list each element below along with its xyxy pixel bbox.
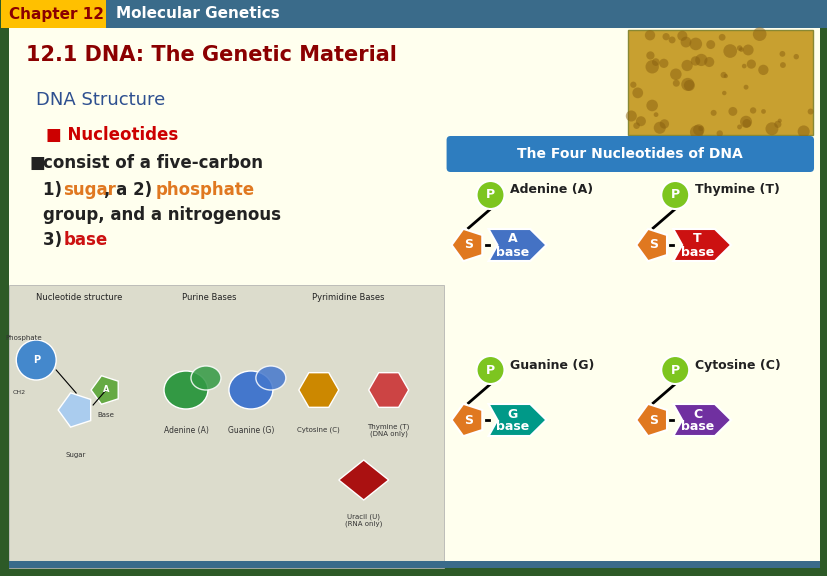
- Circle shape: [736, 124, 741, 130]
- Circle shape: [646, 51, 654, 59]
- Text: G: G: [507, 407, 518, 420]
- Circle shape: [758, 65, 767, 75]
- Text: P: P: [485, 188, 495, 202]
- Text: Guanine (G): Guanine (G): [227, 426, 274, 434]
- Circle shape: [632, 88, 643, 98]
- Text: Purine Bases: Purine Bases: [181, 294, 236, 302]
- Ellipse shape: [228, 371, 273, 409]
- Polygon shape: [488, 229, 546, 261]
- Polygon shape: [635, 404, 667, 436]
- Text: P: P: [485, 363, 495, 377]
- Circle shape: [692, 124, 704, 135]
- Text: sugar: sugar: [63, 181, 116, 199]
- Circle shape: [796, 126, 809, 138]
- Text: Phosphate: Phosphate: [5, 335, 41, 341]
- Text: Guanine (G): Guanine (G): [510, 358, 594, 372]
- Text: base: base: [495, 420, 528, 434]
- FancyBboxPatch shape: [9, 28, 819, 568]
- Circle shape: [715, 130, 722, 137]
- Circle shape: [741, 64, 746, 69]
- Polygon shape: [91, 376, 118, 404]
- Circle shape: [658, 59, 667, 68]
- Circle shape: [681, 78, 693, 91]
- Text: S: S: [463, 238, 472, 252]
- Circle shape: [476, 356, 504, 384]
- Circle shape: [752, 27, 766, 41]
- Text: Thymine (T): Thymine (T): [695, 184, 779, 196]
- Polygon shape: [368, 373, 409, 407]
- Text: The Four Nucleotides of DNA: The Four Nucleotides of DNA: [517, 147, 743, 161]
- Circle shape: [746, 59, 755, 69]
- Circle shape: [661, 356, 688, 384]
- Circle shape: [645, 60, 658, 74]
- Text: consist of a five-carbon: consist of a five-carbon: [43, 154, 263, 172]
- Circle shape: [742, 44, 753, 55]
- Polygon shape: [338, 460, 388, 500]
- Circle shape: [644, 30, 654, 40]
- Text: Thymine (T)
(DNA only): Thymine (T) (DNA only): [367, 423, 409, 437]
- Circle shape: [17, 340, 56, 380]
- Text: base: base: [495, 245, 528, 259]
- Text: Adenine (A): Adenine (A): [510, 184, 593, 196]
- Text: Adenine (A): Adenine (A): [164, 426, 208, 434]
- Text: ■: ■: [29, 154, 45, 172]
- Circle shape: [629, 82, 636, 88]
- Circle shape: [764, 122, 777, 135]
- Circle shape: [778, 51, 784, 57]
- Circle shape: [749, 107, 755, 113]
- Polygon shape: [451, 404, 481, 436]
- FancyBboxPatch shape: [2, 0, 106, 28]
- Text: phosphate: phosphate: [155, 181, 255, 199]
- Circle shape: [739, 47, 743, 52]
- Text: A: A: [103, 385, 109, 395]
- Circle shape: [653, 112, 657, 117]
- Circle shape: [683, 80, 694, 91]
- Text: 3): 3): [43, 231, 68, 249]
- Circle shape: [723, 74, 727, 78]
- Text: ■ Nucleotides: ■ Nucleotides: [46, 126, 179, 144]
- Text: P: P: [670, 363, 679, 377]
- Text: DNA Structure: DNA Structure: [36, 91, 165, 109]
- Circle shape: [718, 34, 724, 41]
- Circle shape: [721, 91, 725, 95]
- Text: P: P: [670, 188, 679, 202]
- Circle shape: [646, 100, 657, 111]
- Text: Pyrimidine Bases: Pyrimidine Bases: [312, 294, 385, 302]
- Text: Nucleotide structure: Nucleotide structure: [36, 294, 122, 302]
- Text: , a 2): , a 2): [104, 181, 158, 199]
- Circle shape: [703, 57, 714, 67]
- FancyBboxPatch shape: [628, 30, 812, 135]
- Circle shape: [739, 116, 751, 128]
- Circle shape: [773, 121, 781, 128]
- Circle shape: [742, 119, 750, 128]
- Text: C: C: [692, 407, 701, 420]
- Polygon shape: [451, 229, 481, 261]
- Ellipse shape: [191, 366, 221, 390]
- Text: base: base: [680, 245, 714, 259]
- Circle shape: [676, 31, 686, 41]
- Circle shape: [777, 119, 781, 123]
- Ellipse shape: [164, 371, 208, 409]
- Text: Molecular Genetics: Molecular Genetics: [116, 6, 280, 21]
- Circle shape: [689, 37, 701, 50]
- Circle shape: [710, 110, 715, 116]
- Text: Uracil (U)
(RNA only): Uracil (U) (RNA only): [345, 513, 382, 527]
- Circle shape: [743, 85, 748, 90]
- Text: T: T: [692, 233, 701, 245]
- Circle shape: [697, 126, 703, 131]
- Text: 12.1 DNA: The Genetic Material: 12.1 DNA: The Genetic Material: [26, 45, 397, 65]
- Circle shape: [633, 122, 639, 129]
- Circle shape: [651, 58, 659, 66]
- Circle shape: [668, 36, 675, 43]
- Circle shape: [689, 126, 703, 139]
- Circle shape: [760, 109, 765, 114]
- Polygon shape: [672, 229, 730, 261]
- Ellipse shape: [256, 366, 285, 390]
- Text: P: P: [32, 355, 40, 365]
- Text: Cytosine (C): Cytosine (C): [297, 427, 340, 433]
- Text: A: A: [508, 233, 517, 245]
- Circle shape: [669, 69, 681, 80]
- Circle shape: [653, 122, 665, 134]
- Circle shape: [662, 33, 669, 40]
